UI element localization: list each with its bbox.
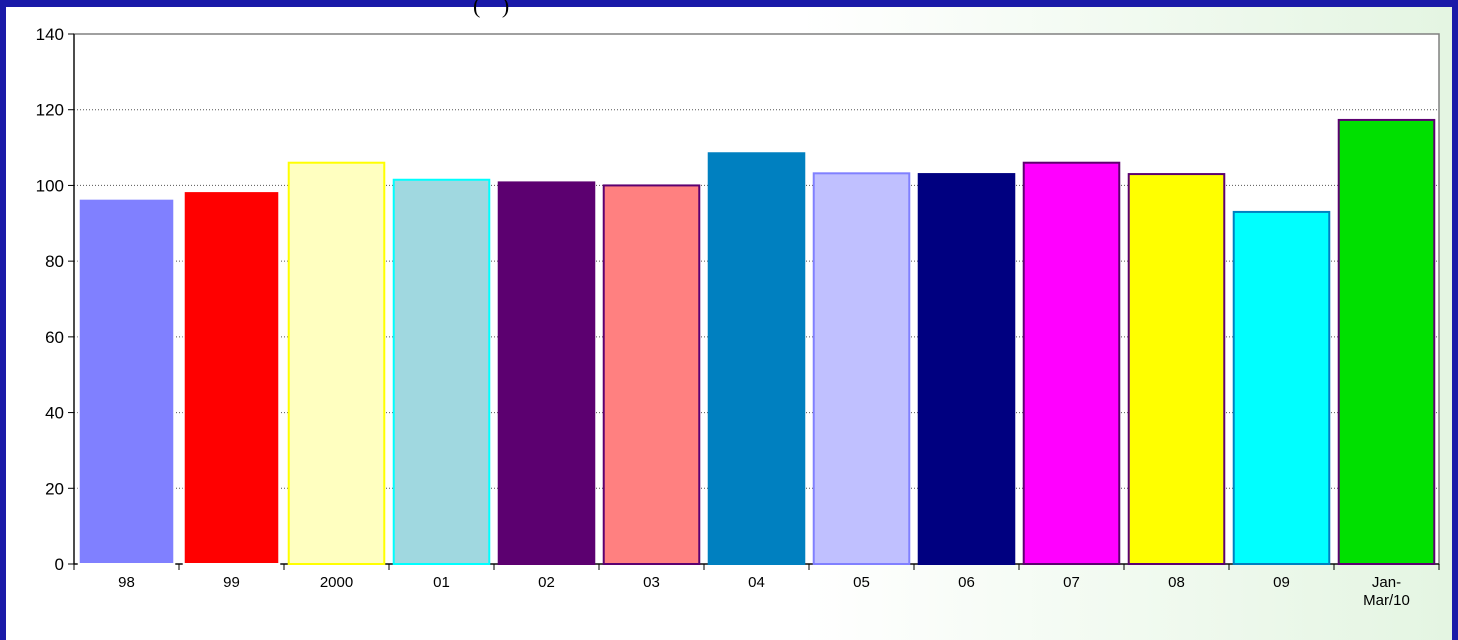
bar-5 <box>602 184 701 566</box>
x-tick-label: 08 <box>1168 574 1185 591</box>
x-tick-label: 98 <box>118 574 135 591</box>
x-tick-label: 2000 <box>320 574 353 591</box>
bar-7 <box>812 172 911 565</box>
chart-panel: ( ) 0 20 40 60 80 100 120 140 98 99 2000 01 02 03 04 05… <box>6 0 1452 640</box>
x-tick-label: 06 <box>958 574 975 591</box>
y-tick-label: 20 <box>45 479 64 498</box>
bar-8 <box>917 173 1016 565</box>
y-tick-label: 60 <box>45 328 64 347</box>
bar-10 <box>1127 173 1226 565</box>
bar-9 <box>1022 161 1121 565</box>
y-tick-label: 40 <box>45 404 64 423</box>
bar-12 <box>1337 118 1436 566</box>
bar-chart: 0 20 40 60 80 100 120 140 98 99 2000 01 02 03 04 05 06 07… <box>36 25 1440 609</box>
y-tick-label: 0 <box>55 555 64 574</box>
bar-6 <box>707 152 806 565</box>
x-tick-label: 02 <box>538 574 555 591</box>
bar-2 <box>287 161 386 565</box>
y-tick-label: 80 <box>45 252 64 271</box>
x-tick-label: 01 <box>433 574 450 591</box>
x-tick-label: Jan-Mar/10 <box>1363 574 1410 609</box>
bar-1 <box>182 190 281 565</box>
x-tick-label: 09 <box>1273 574 1290 591</box>
bar-11 <box>1232 210 1331 566</box>
chart-title-fragment: ( ) <box>473 0 518 18</box>
bar-4 <box>497 181 596 565</box>
y-tick-label: 140 <box>36 25 64 44</box>
x-tick-label: 05 <box>853 574 870 591</box>
bar-0 <box>77 197 176 566</box>
x-tick-label: 99 <box>223 574 240 591</box>
bar-3 <box>392 178 491 565</box>
y-tick-label: 100 <box>36 176 64 195</box>
x-tick-label: 03 <box>643 574 660 591</box>
x-tick-label: 04 <box>748 574 765 591</box>
y-tick-label: 120 <box>36 101 64 120</box>
x-tick-label: 07 <box>1063 574 1080 591</box>
